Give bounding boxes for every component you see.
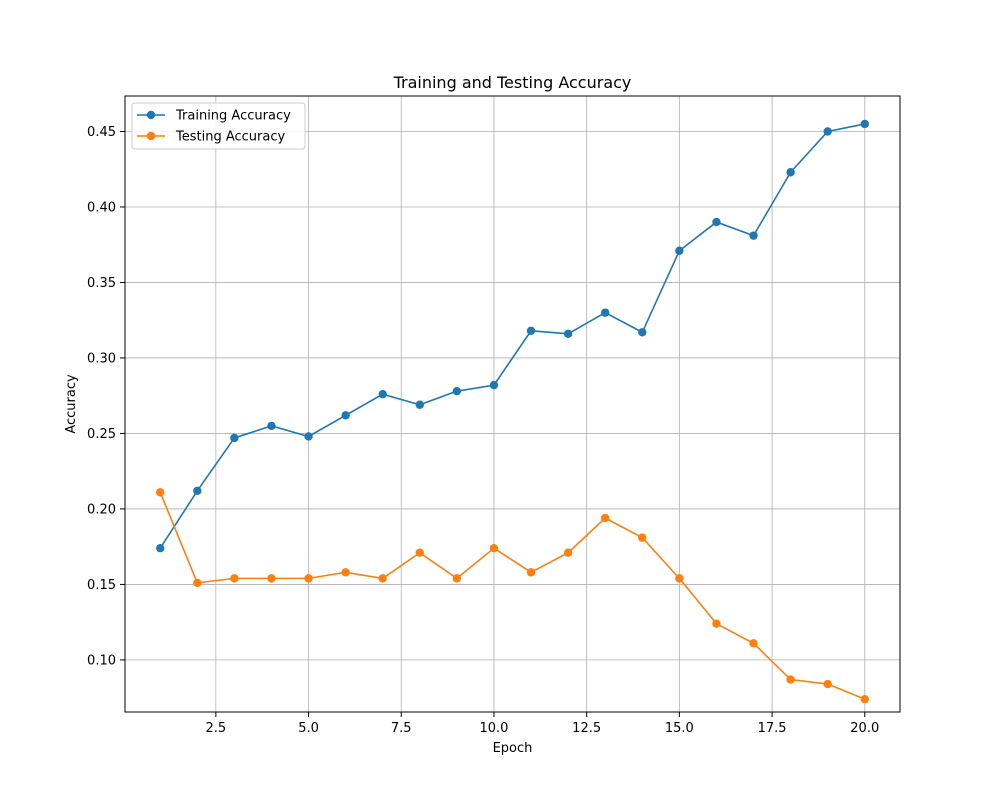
- legend-item-testing: Testing Accuracy: [137, 130, 285, 145]
- x-tick-label: 17.5: [758, 721, 787, 736]
- testing-accuracy-point: [860, 694, 869, 704]
- training-accuracy-point: [823, 127, 832, 136]
- testing-accuracy-point: [675, 574, 684, 583]
- legend-label: Training Accuracy: [175, 109, 291, 124]
- legend-box: [131, 102, 306, 150]
- testing-accuracy-point: [230, 574, 239, 583]
- training-accuracy-point: [193, 486, 202, 496]
- testing-accuracy-point: [489, 543, 499, 553]
- training-accuracy-point: [267, 421, 276, 431]
- ticks: 2.5 5.0 7.5 10.0 12.5 15.0 17.5 20.0 0.10 0.15 0.2…: [87, 125, 879, 736]
- testing-accuracy-point: [304, 574, 313, 583]
- grid: [125, 96, 900, 712]
- testing-accuracy-line: [159, 492, 866, 700]
- testing-accuracy-point: [156, 488, 165, 497]
- training-accuracy-point: [452, 386, 462, 396]
- testing-accuracy-point: [601, 513, 610, 523]
- testing-accuracy-point: [415, 548, 424, 557]
- testing-accuracy-point: [341, 568, 350, 577]
- training-accuracy-point: [526, 326, 536, 335]
- y-tick-label: 0.35: [87, 276, 116, 291]
- x-tick-label: 12.5: [572, 721, 601, 736]
- testing-accuracy-point: [267, 574, 276, 583]
- training-accuracy-point: [563, 329, 573, 338]
- training-accuracy-point: [786, 168, 795, 177]
- testing-accuracy-point: [193, 578, 202, 588]
- testing-accuracy-point: [378, 574, 387, 583]
- legend-marker: [146, 110, 156, 120]
- x-tick-label: 5.0: [298, 721, 319, 736]
- x-axis-label: Epoch: [493, 741, 533, 756]
- training-accuracy-point: [712, 217, 721, 227]
- y-tick-label: 0.30: [87, 351, 116, 366]
- legend-marker: [146, 131, 156, 141]
- training-accuracy-point: [489, 380, 499, 390]
- testing-accuracy-point: [452, 574, 462, 583]
- legend-label: Testing Accuracy: [175, 130, 285, 145]
- chart-title: Training and Testing Accuracy: [393, 73, 632, 92]
- training-accuracy-point: [675, 246, 684, 255]
- testing-accuracy-point: [563, 548, 573, 557]
- y-tick-label: 0.25: [87, 427, 116, 442]
- x-tick-label: 7.5: [391, 721, 412, 736]
- training-accuracy-point: [601, 308, 610, 317]
- y-axis-label: Accuracy: [64, 374, 79, 434]
- y-tick-label: 0.15: [87, 578, 116, 593]
- y-tick-label: 0.20: [87, 502, 116, 517]
- training-accuracy-point: [638, 328, 647, 337]
- training-accuracy-point: [378, 389, 387, 399]
- testing-accuracy-series: [156, 488, 869, 704]
- training-accuracy-point: [749, 231, 758, 240]
- training-accuracy-point: [304, 432, 313, 441]
- plot-frame: [124, 95, 901, 713]
- training-accuracy-line: [159, 123, 865, 549]
- x-tick-label: 15.0: [665, 721, 694, 736]
- training-accuracy-series: [156, 119, 869, 553]
- testing-accuracy-point: [749, 639, 758, 648]
- training-accuracy-point: [156, 543, 165, 553]
- x-tick-label: 2.5: [206, 721, 227, 736]
- x-tick-label: 20.0: [850, 721, 879, 736]
- training-accuracy-point: [415, 400, 424, 409]
- training-accuracy-point: [230, 433, 239, 443]
- testing-accuracy-point: [526, 568, 536, 577]
- training-accuracy-point: [341, 411, 350, 420]
- testing-accuracy-point: [712, 619, 721, 628]
- legend-item-training: Training Accuracy: [137, 109, 291, 124]
- y-tick-label: 0.10: [87, 653, 116, 668]
- testing-accuracy-point: [786, 675, 795, 684]
- testing-accuracy-point: [638, 533, 647, 542]
- testing-accuracy-point: [823, 679, 832, 689]
- y-tick-label: 0.40: [87, 200, 116, 215]
- legend: Training Accuracy Testing Accuracy: [131, 102, 306, 150]
- y-tick-label: 0.45: [87, 125, 116, 140]
- series-layer: [156, 119, 869, 704]
- training-accuracy-point: [860, 119, 869, 129]
- x-tick-label: 10.0: [479, 721, 508, 736]
